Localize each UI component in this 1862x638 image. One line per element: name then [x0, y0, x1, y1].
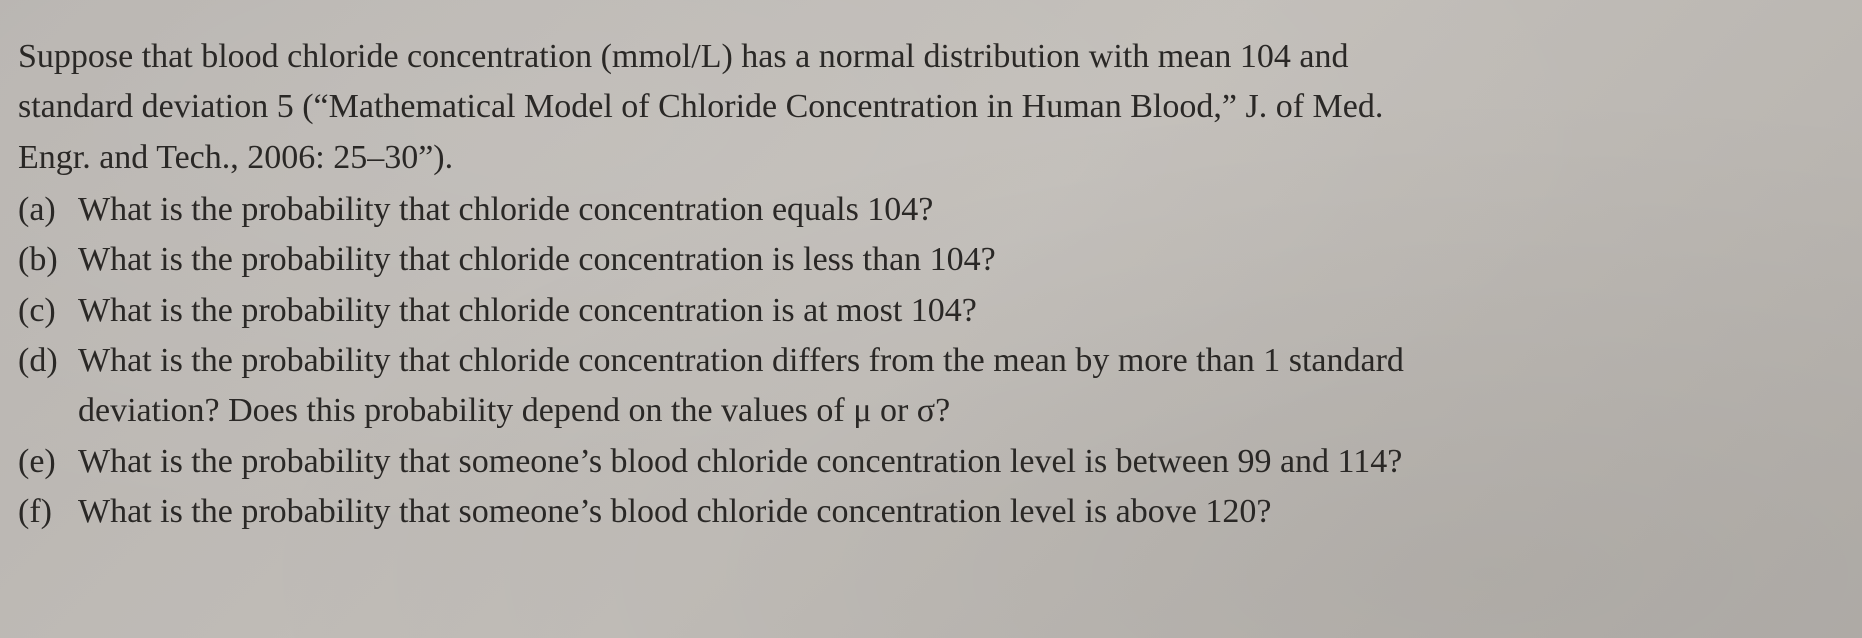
- intro-line-2: standard deviation 5 (“Mathematical Mode…: [18, 82, 1844, 132]
- question-a: (a) What is the probability that chlorid…: [18, 185, 1844, 235]
- question-e: (e) What is the probability that someone…: [18, 437, 1844, 487]
- item-text-continue: deviation? Does this probability depend …: [78, 392, 950, 429]
- item-text: What is the probability that chloride co…: [78, 235, 1844, 285]
- question-f: (f) What is the probability that someone…: [18, 487, 1844, 537]
- item-text: What is the probability that chloride co…: [78, 336, 1844, 386]
- item-text: What is the probability that chloride co…: [78, 286, 1844, 336]
- question-d: (d) What is the probability that chlorid…: [18, 336, 1844, 386]
- item-label: (f): [18, 487, 78, 537]
- intro-line-3: Engr. and Tech., 2006: 25–30”).: [18, 133, 1844, 183]
- item-text: What is the probability that chloride co…: [78, 185, 1844, 235]
- intro-paragraph: Suppose that blood chloride concentratio…: [18, 32, 1844, 183]
- item-label: (c): [18, 286, 78, 336]
- question-c: (c) What is the probability that chlorid…: [18, 286, 1844, 336]
- item-label: (d): [18, 336, 78, 386]
- item-text: What is the probability that someone’s b…: [78, 487, 1844, 537]
- question-d-continue: deviation? Does this probability depend …: [18, 386, 1844, 436]
- item-label: (e): [18, 437, 78, 487]
- item-text: What is the probability that someone’s b…: [78, 437, 1844, 487]
- question-block: Suppose that blood chloride concentratio…: [18, 32, 1844, 537]
- question-b: (b) What is the probability that chlorid…: [18, 235, 1844, 285]
- item-label: (b): [18, 235, 78, 285]
- intro-line-1: Suppose that blood chloride concentratio…: [18, 32, 1844, 82]
- item-label: (a): [18, 185, 78, 235]
